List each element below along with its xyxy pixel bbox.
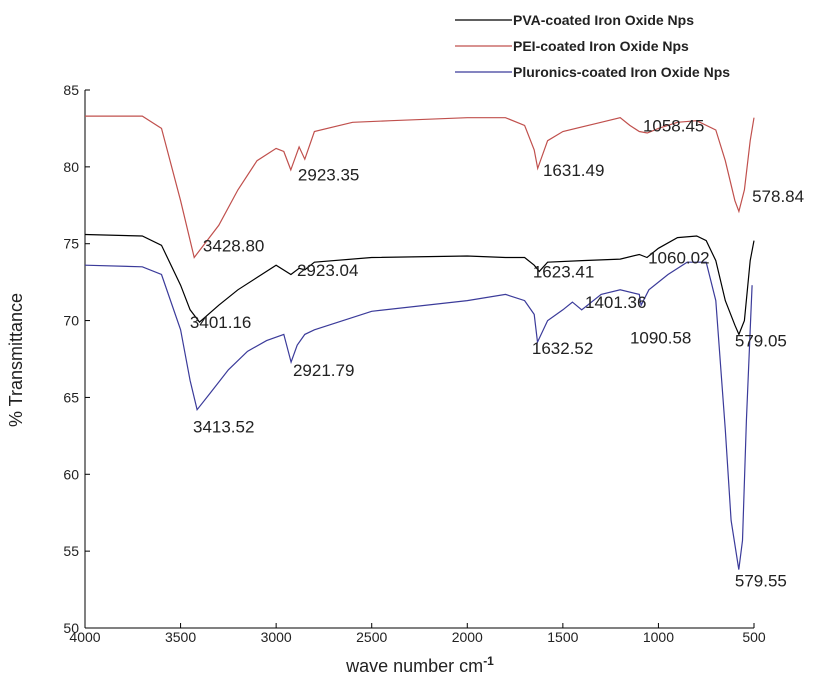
x-axis-label-sup: -1 [483,654,494,668]
series-line [84,233,755,336]
peak-label: 1631.49 [543,161,604,180]
x-axis-label-text: wave number cm [345,656,483,676]
peak-label: 1632.52 [532,339,593,358]
peak-label: 1090.58 [630,328,691,347]
legend-label: Pluronics-coated Iron Oxide Nps [513,64,730,80]
x-tick-label: 2000 [452,629,483,645]
legend-label: PVA-coated Iron Oxide Nps [513,12,694,28]
peak-label: 1058.45 [643,116,704,135]
peak-label: 2921.79 [293,361,354,380]
series-line [84,261,753,570]
y-tick-label: 75 [63,236,79,252]
peak-label: 578.84 [752,187,804,206]
y-tick-label: 70 [63,313,79,329]
x-tick-label: 500 [742,629,766,645]
y-tick-label: 55 [63,543,79,559]
x-tick-label: 2500 [356,629,387,645]
x-tick-label: 3500 [165,629,196,645]
peak-label: 3401.16 [190,313,251,332]
peak-label: 579.55 [735,571,787,590]
legend-label: PEI-coated Iron Oxide Nps [513,38,689,54]
x-tick-label: 4000 [69,629,100,645]
peak-label: 1623.41 [533,262,594,281]
x-tick-label: 1500 [547,629,578,645]
x-axis-label: wave number cm-1 [345,654,494,676]
peak-label: 579.05 [735,332,787,351]
x-tick-label: 1000 [643,629,674,645]
peak-label: 2923.35 [298,166,359,185]
peak-label: 1401.36 [585,293,646,312]
y-tick-label: 85 [63,82,79,98]
y-tick-label: 60 [63,466,79,482]
y-axis-label: % Transmittance [6,293,26,427]
x-tick-label: 3000 [261,629,292,645]
peak-label: 3413.52 [193,418,254,437]
y-tick-label: 80 [63,159,79,175]
series-line [85,115,755,259]
y-tick-label: 50 [63,620,79,636]
y-tick-label: 65 [63,389,79,405]
peak-label: 1060.02 [648,249,709,268]
peak-label: 2923.04 [297,261,358,280]
peak-label: 3428.80 [203,236,264,255]
